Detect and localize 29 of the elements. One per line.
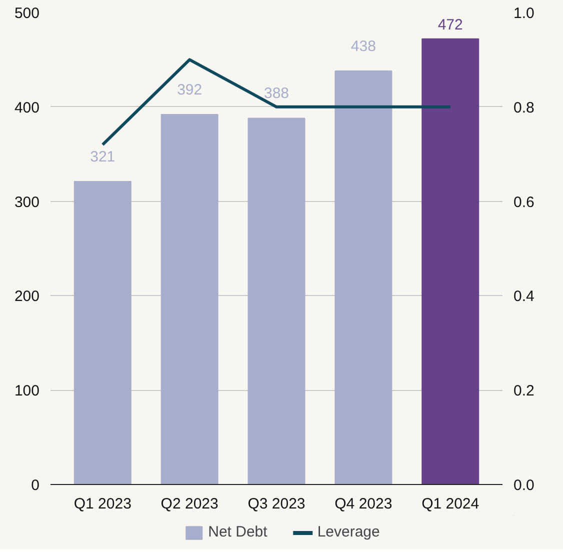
data-label: 388 [264,85,290,102]
x-tick-label: Q4 2023 [334,496,392,512]
y-tick-label: 100 [14,382,40,400]
y2-tick-label: 0.4 [514,288,534,306]
bar [74,180,132,484]
data-label: 321 [90,148,116,166]
bar [422,38,480,484]
y2-tick-label: 0.2 [514,382,534,400]
y-tick-label: 500 [14,5,40,22]
y2-tick-label: 1.0 [514,5,534,22]
x-tick-label: Q2 2023 [160,496,218,512]
y-tick-label: 0 [31,477,40,494]
legend-label: Net Debt [208,524,268,540]
x-tick-label: Q3 2023 [248,496,306,512]
x-tick-label: Q1 2024 [422,496,480,512]
bar [334,70,392,484]
legend-label: Leverage [317,524,380,540]
y-tick-label: 300 [14,194,40,211]
y2-tick-label: 0.0 [514,477,534,494]
y2-tick-label: 0.8 [514,99,534,116]
data-label: 438 [350,38,376,56]
x-tick-label: Q1 2023 [74,496,132,512]
data-label: 392 [177,81,202,98]
y2-tick-label: 0.6 [514,194,534,211]
y-tick-label: 200 [14,288,40,306]
y-tick-label: 400 [14,99,40,116]
bar [160,114,218,484]
data-label: 472 [438,16,463,34]
bar [248,118,306,484]
